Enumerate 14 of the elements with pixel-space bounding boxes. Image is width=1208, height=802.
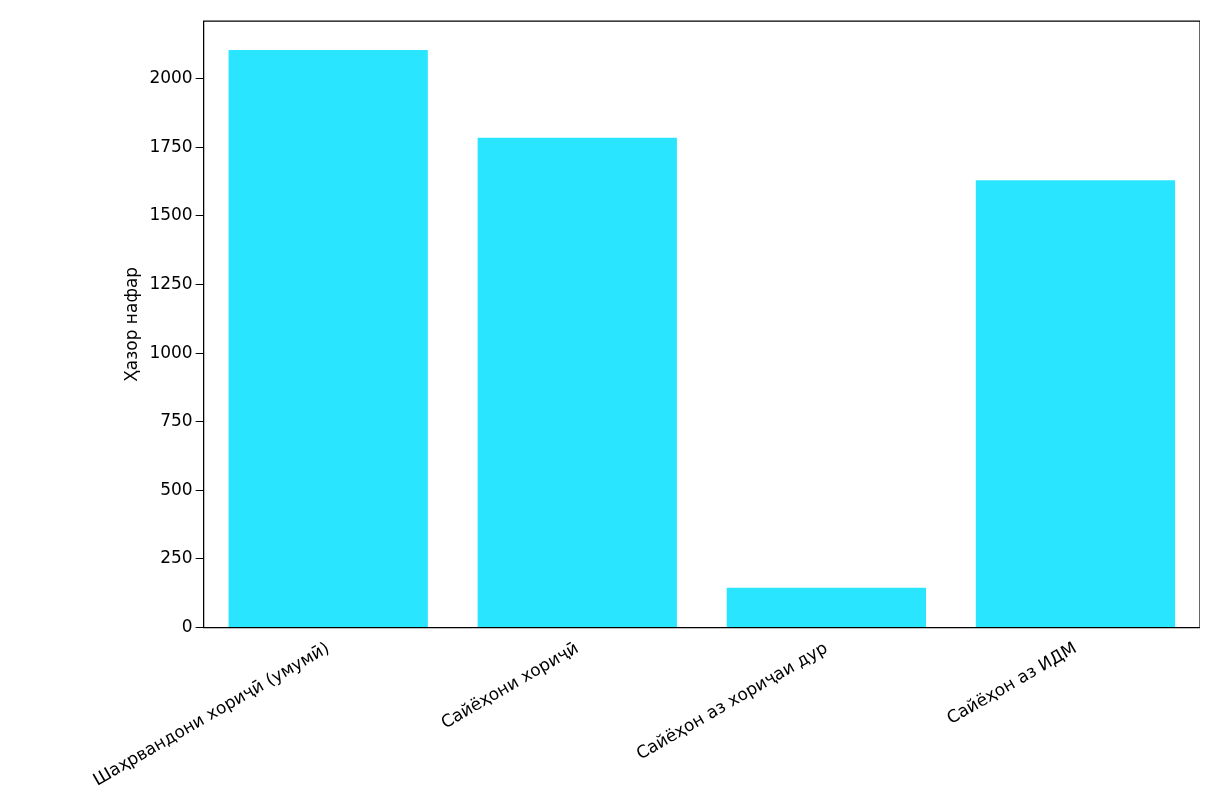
y-tick-label: 500 [160,478,193,499]
bar [228,50,428,628]
bar [726,587,927,628]
y-tick-label: 1250 [149,273,193,294]
y-tick-label: 1000 [149,341,193,362]
y-axis-title: Ҳазор нафар [120,266,141,382]
bar [477,137,677,628]
y-tick-label: 1500 [149,204,193,225]
y-tick-label: 0 [181,615,193,636]
y-tick-label: 250 [160,547,193,568]
y-tick-label: 1750 [149,135,193,156]
bar [975,180,1176,628]
y-tick-label: 750 [160,410,193,431]
y-tick-label: 2000 [149,67,193,88]
